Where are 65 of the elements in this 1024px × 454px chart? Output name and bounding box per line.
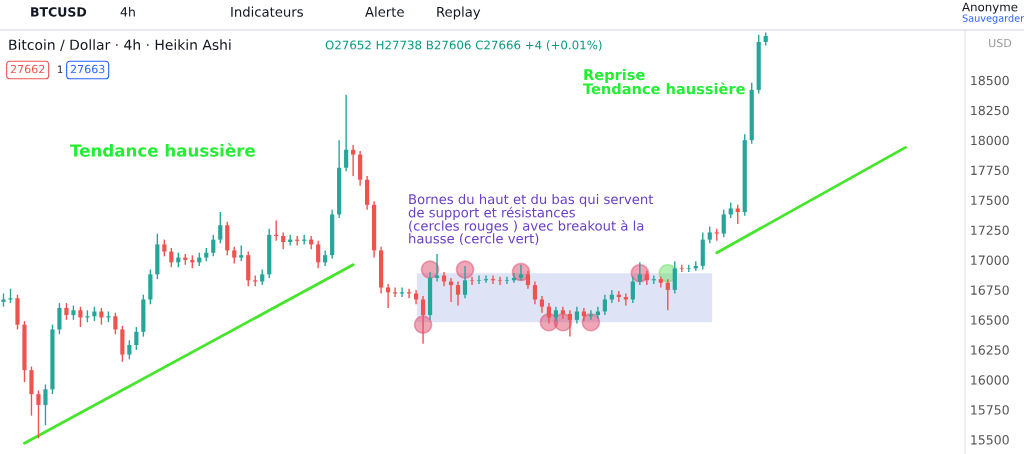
candlestick — [637, 261, 642, 286]
candlestick — [518, 264, 524, 282]
candlestick — [420, 295, 426, 345]
candlestick — [392, 286, 398, 298]
candlestick — [351, 144, 356, 177]
candlestick — [476, 274, 482, 285]
candlestick — [532, 280, 538, 305]
text: Indicateurs — [231, 6, 303, 17]
annotation: 1 — [58, 65, 63, 73]
text: 4h — [120, 6, 135, 17]
candlestick — [469, 276, 475, 286]
y-tick-label: 18250 — [971, 105, 1009, 116]
text: O27652 H27738 B27606 C27666 +4 (+0.01%) — [325, 40, 602, 51]
y-tick-label: 17750 — [971, 165, 1009, 176]
candlestick — [462, 265, 468, 299]
y-tick-label: 17250 — [971, 225, 1009, 235]
candlestick — [602, 294, 607, 316]
text: Replay — [437, 6, 481, 20]
candlestick — [344, 93, 349, 173]
candlestick — [134, 326, 139, 351]
y-tick-label: 16750 — [971, 285, 1009, 295]
candlestick — [665, 278, 670, 311]
y-tick-label: 17500 — [971, 195, 1009, 206]
candlestick — [218, 211, 223, 244]
candlestick — [57, 302, 62, 335]
text: Alerte — [365, 6, 404, 17]
candlestick — [630, 276, 635, 304]
candlestick — [211, 234, 216, 258]
candlestick — [43, 383, 48, 426]
candlestick — [658, 276, 663, 289]
y-tick-label: 18000 — [971, 135, 1009, 146]
candlestick — [127, 339, 132, 361]
y-tick-label: 16250 — [971, 345, 1009, 355]
text: Bitcoin / Dollar · 4h · Heikin Ashi — [9, 39, 231, 52]
y-tick-label: 16000 — [971, 375, 1009, 385]
candlestick — [406, 288, 412, 299]
candlestick — [399, 286, 405, 298]
annotation: Reprise Tendance haussière — [583, 68, 745, 95]
candlestick — [316, 240, 321, 270]
text: BTCUSD — [31, 7, 87, 17]
candlestick — [672, 260, 677, 295]
candlestick — [29, 365, 34, 417]
y-tick-label: 18500 — [971, 75, 1009, 86]
y-tick-label: 15500 — [971, 435, 1009, 445]
candlestick — [560, 305, 566, 320]
y-axis-title: USD — [989, 38, 1012, 48]
y-tick-label: 15750 — [971, 405, 1009, 415]
candlestick — [113, 311, 118, 335]
y-tick-label: 16500 — [971, 315, 1009, 325]
annotation: Tendance haussière — [70, 143, 255, 157]
candlestick — [455, 280, 461, 307]
candlestick — [721, 208, 726, 238]
text: Anonyme — [962, 2, 1018, 14]
text: Sauvegarder — [962, 14, 1024, 24]
annotation: Bornes du haut et du bas qui servent de support et résistances (cercles rouges ) avec breakout à la hausse (cercle vert) — [408, 193, 654, 246]
candlestick — [595, 305, 600, 320]
annotation: 27662 — [10, 64, 45, 74]
y-tick-label: 17000 — [971, 255, 1009, 265]
annotation: 27663 — [70, 64, 105, 74]
candlestick — [36, 389, 41, 440]
candlestick — [78, 305, 83, 328]
candlestick — [497, 276, 503, 286]
candlestick — [504, 276, 510, 285]
candlestick — [567, 309, 573, 338]
candlestick — [735, 204, 740, 225]
